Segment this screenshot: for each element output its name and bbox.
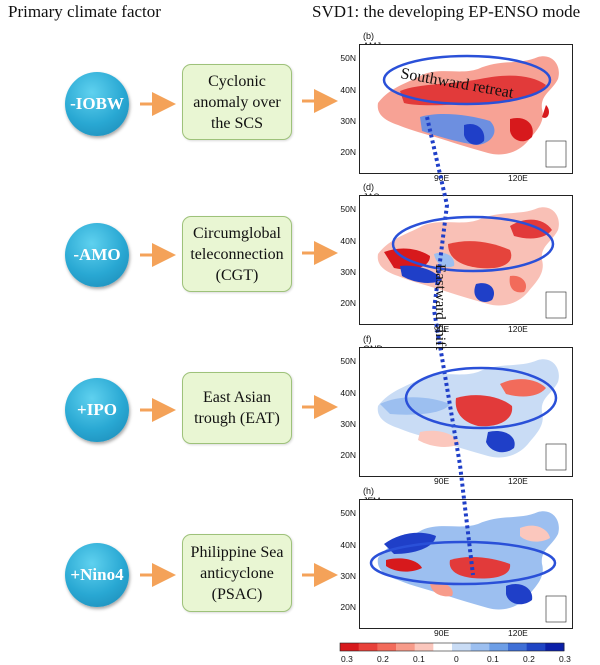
mechanism-line: Cyclonic: [208, 72, 266, 90]
shift-annotation: Eastward shift: [432, 264, 448, 351]
colorbar-swatch: [489, 643, 509, 651]
lat-tick-label: 20N: [340, 147, 356, 157]
mechanism-line: (PSAC): [211, 585, 263, 603]
lat-tick-label: 30N: [340, 571, 356, 581]
colorbar-swatch: [526, 643, 546, 651]
retreat-annotation: Southward retreat: [399, 65, 515, 102]
lat-tick-label: 20N: [340, 602, 356, 612]
factor-circle-ipo: +IPO: [65, 378, 129, 442]
colorbar-label: 0.1: [487, 654, 499, 664]
lat-tick-label: 40N: [340, 236, 356, 246]
lat-tick-label: 30N: [340, 116, 356, 126]
colorbar-label: 0.2: [377, 654, 389, 664]
mechanism-box-eat: East Asian trough (EAT): [182, 372, 292, 444]
lat-tick-label: 30N: [340, 419, 356, 429]
mechanism-line: the SCS: [210, 114, 263, 132]
map-field: [377, 359, 567, 471]
lat-tick-label: 50N: [340, 204, 356, 214]
lat-tick-label: 40N: [340, 388, 356, 398]
anomaly-map: [359, 44, 573, 174]
colorbar-swatch: [452, 643, 472, 651]
colorbar-swatch: [396, 643, 416, 651]
dotted-shift-path: [425, 116, 475, 576]
lon-tick-label: 90E: [434, 628, 450, 638]
lat-tick-label: 50N: [340, 53, 356, 63]
factor-circle-amo: -AMO: [65, 223, 129, 287]
lon-tick-label: 120E: [508, 173, 528, 183]
colorbar-swatch: [508, 643, 528, 651]
mechanism-box-scs: Cyclonic anomaly over the SCS: [182, 64, 292, 140]
anomaly-ellipse: [391, 215, 555, 273]
map-field: [377, 56, 567, 168]
lon-tick-label: 90E: [434, 476, 450, 486]
anomaly-ellipse: [382, 54, 552, 106]
left-header: Primary climate factor: [8, 2, 161, 21]
mechanism-line: trough (EAT): [194, 410, 280, 427]
colorbar-swatch: [433, 643, 453, 651]
lat-tick-label: 30N: [340, 267, 356, 277]
factor-circle-iobw: -IOBW: [65, 72, 129, 136]
lat-tick-label: 40N: [340, 85, 356, 95]
lon-tick-label: 120E: [508, 628, 528, 638]
anomaly-ellipse: [404, 366, 558, 430]
mechanism-line: Philippine Sea: [190, 543, 284, 561]
colorbar-swatch: [470, 643, 490, 651]
colorbar-swatch: [545, 643, 565, 651]
lat-tick-label: 50N: [340, 356, 356, 366]
colorbar-label: 0.2: [523, 654, 535, 664]
mechanism-line: (CGT): [215, 266, 259, 284]
mechanism-line: anticyclone: [200, 564, 274, 582]
lon-tick-label: 90E: [434, 324, 450, 334]
mechanism-line: East Asian: [202, 389, 271, 406]
colorbar: [339, 642, 565, 652]
lon-tick-label: 120E: [508, 324, 528, 334]
colorbar-swatch: [414, 643, 434, 651]
mechanism-box-cgt: Circumglobal teleconnection (CGT): [182, 216, 292, 292]
lat-tick-label: 40N: [340, 540, 356, 550]
mechanism-line: teleconnection: [190, 245, 284, 263]
colorbar-frame: [339, 642, 565, 652]
map-field: [377, 511, 567, 623]
anomaly-ellipse: [369, 540, 557, 586]
lat-tick-label: 50N: [340, 508, 356, 518]
lon-tick-label: 120E: [508, 476, 528, 486]
mechanism-line: Circumglobal: [193, 224, 281, 242]
factor-circle-nino4: +Nino4: [65, 543, 129, 607]
colorbar-label: 0.3: [559, 654, 571, 664]
colorbar-label: 0.1: [413, 654, 425, 664]
mechanism-line: anomaly over: [193, 93, 281, 111]
colorbar-swatch: [358, 643, 378, 651]
colorbar-swatch: [377, 643, 397, 651]
lat-tick-label: 20N: [340, 450, 356, 460]
colorbar-label: 0: [454, 654, 459, 664]
right-header: SVD1: the developing EP-ENSO mode: [312, 2, 581, 21]
colorbar-swatch: [340, 643, 360, 651]
colorbar-label: 0.3: [341, 654, 353, 664]
mechanism-box-psac: Philippine Sea anticyclone (PSAC): [182, 534, 292, 612]
lat-tick-label: 20N: [340, 298, 356, 308]
